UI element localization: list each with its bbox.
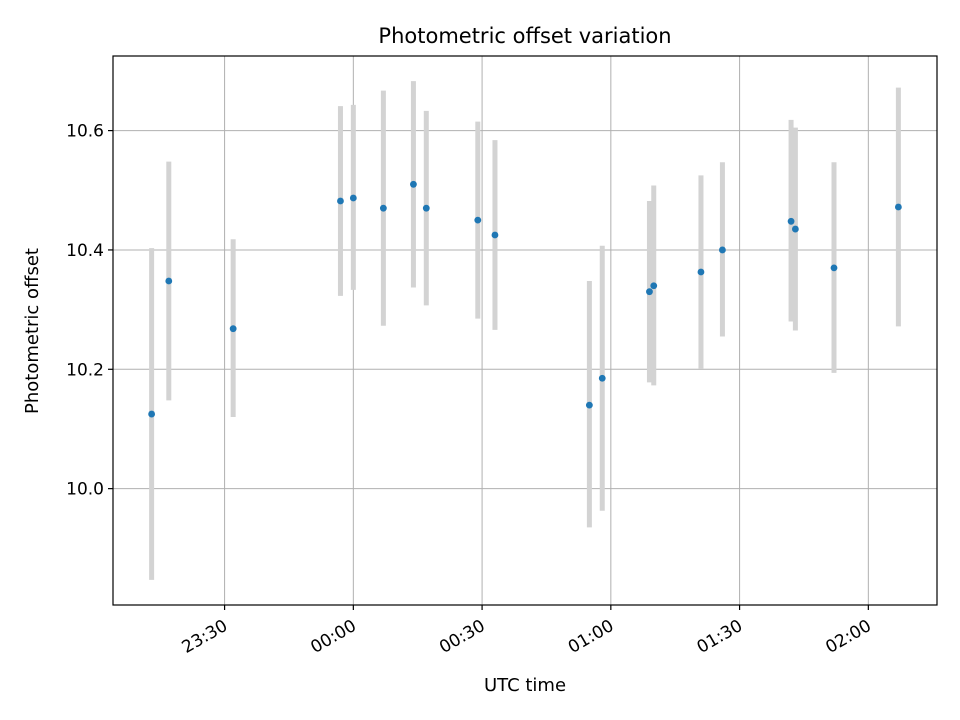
data-point (697, 268, 705, 276)
data-point (830, 264, 838, 272)
data-point (491, 231, 499, 239)
data-point (474, 216, 482, 224)
data-point (337, 197, 344, 205)
x-axis-label: UTC time (484, 675, 566, 696)
y-axis-label: Photometric offset (22, 248, 43, 414)
data-point (650, 282, 658, 290)
data-points (148, 180, 902, 418)
plot-area-frame (112, 55, 938, 606)
data-point (349, 194, 357, 202)
data-point (165, 277, 173, 285)
data-point (646, 288, 653, 296)
data-point (787, 217, 795, 225)
data-point (229, 325, 237, 333)
chart-title: Photometric offset variation (378, 24, 671, 48)
data-point (422, 204, 430, 212)
data-point (379, 204, 387, 212)
y-tick-label: 10.2 (66, 360, 104, 380)
data-point (148, 410, 156, 418)
y-tick-label: 10.4 (66, 241, 104, 261)
y-tick-label: 10.0 (66, 480, 104, 500)
y-tick-label: 10.6 (66, 122, 104, 142)
data-point (585, 401, 593, 409)
data-point (410, 180, 417, 188)
data-point (894, 203, 902, 211)
data-point (598, 374, 606, 382)
data-point (719, 246, 726, 254)
data-point (791, 225, 799, 233)
